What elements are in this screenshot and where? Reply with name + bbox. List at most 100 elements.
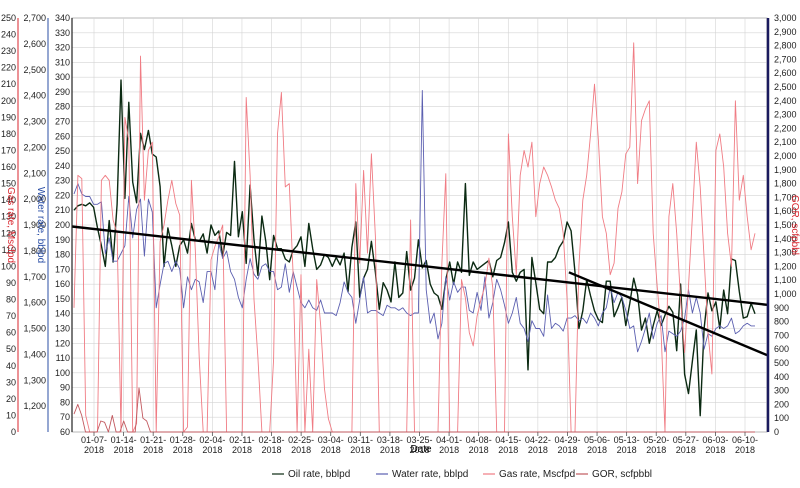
gor-tick-label: 1,200 (774, 261, 797, 271)
oil-tick-label: 310 (55, 57, 70, 67)
oil-tick-label: 160 (55, 279, 70, 289)
legend-label: Oil rate, bblpd (288, 469, 350, 480)
water-tick-label: 1,500 (23, 324, 46, 334)
water-tick-label: 1,800 (23, 246, 46, 256)
gor-tick-label: 2,000 (774, 151, 797, 161)
water-tick-label: 1,200 (23, 401, 46, 411)
x-tick-label: 2018 (735, 445, 755, 455)
gor-tick-label: 2,500 (774, 82, 797, 92)
oil-tick-label: 340 (55, 13, 70, 23)
series-line-5 (568, 271, 768, 357)
water-tick-label: 2,400 (23, 91, 46, 101)
gas-tick-label: 90 (6, 278, 16, 288)
axis-layer: 0 10 20 30 40 50 60 70 80 90 100 110 120 130 140 150 160… (1, 13, 800, 437)
x-tick-label: 2018 (84, 445, 104, 455)
oil-tick-label: 120 (55, 338, 70, 348)
gas-tick-label: 40 (6, 361, 16, 371)
oil-tick-label: 170 (55, 264, 70, 274)
oil-tick-label: 270 (55, 117, 70, 127)
gas-tick-label: 150 (1, 179, 16, 189)
gor-axis-title: GOR, scfpbbl (789, 195, 800, 255)
x-tick-label: 2018 (291, 445, 311, 455)
x-tick-label: 06-10- (732, 435, 758, 445)
gas-tick-label: 200 (1, 96, 16, 106)
legend: Oil rate, bblpd Water rate, bblpd Gas rate… (272, 469, 652, 480)
legend-label: GOR, scfpbbl (592, 469, 652, 480)
gor-tick-label: 800 (774, 317, 789, 327)
water-tick-label: 2,500 (23, 65, 46, 75)
gas-tick-label: 80 (6, 295, 16, 305)
gas-tick-label: 10 (6, 410, 16, 420)
gor-tick-label: 2,700 (774, 54, 797, 64)
x-tick-label: 2018 (676, 445, 696, 455)
water-axis-title: Water rate, bblpd (35, 187, 46, 263)
x-tick-label: 02-18- (259, 435, 285, 445)
gas-tick-label: 160 (1, 162, 16, 172)
gor-tick-label: 1,500 (774, 220, 797, 230)
x-tick-label: 2018 (409, 445, 429, 455)
oil-tick-label: 260 (55, 131, 70, 141)
x-tick-label: 04-01- (436, 435, 462, 445)
x-tick-label: 02-25- (288, 435, 314, 445)
oil-tick-label: 90 (60, 383, 70, 393)
x-tick-label: 2018 (646, 445, 666, 455)
oil-tick-label: 140 (55, 309, 70, 319)
x-tick-label: 02-04- (199, 435, 225, 445)
water-tick-label: 2,700 (23, 13, 46, 23)
x-tick-label: 05-20- (643, 435, 669, 445)
gor-tick-label: 2,800 (774, 41, 797, 51)
x-tick-label: 2018 (587, 445, 607, 455)
gas-tick-label: 100 (1, 261, 16, 271)
plot-background (71, 17, 768, 433)
gor-tick-label: 2,100 (774, 137, 797, 147)
oil-tick-label: 250 (55, 146, 70, 156)
gas-tick-label: 140 (1, 195, 16, 205)
water-tick-label: 1,400 (23, 349, 46, 359)
x-axis: 01-07-201801-14-201801-21-201801-28-2018… (81, 432, 758, 455)
water-tick-label: 1,300 (23, 375, 46, 385)
x-tick-label: 04-22- (525, 435, 551, 445)
series-line-0 (73, 79, 756, 417)
oil-tick-label: 60 (60, 427, 70, 437)
x-tick-label: 2018 (498, 445, 518, 455)
gas-tick-label: 240 (1, 30, 16, 40)
x-tick-label: 2018 (143, 445, 163, 455)
oil-tick-label: 200 (55, 220, 70, 230)
gor-tick-label: 200 (774, 399, 789, 409)
water-tick-label: 2,100 (23, 168, 46, 178)
legend-label: Gas rate, Mscfpd (499, 469, 575, 480)
oil-tick-label: 210 (55, 205, 70, 215)
gor-tick-label: 0 (774, 427, 779, 437)
water-tick-label: 1,600 (23, 298, 46, 308)
gas-tick-label: 230 (1, 46, 16, 56)
gor-tick-label: 2,300 (774, 110, 797, 120)
gor-tick-label: 1,600 (774, 206, 797, 216)
x-tick-label: 06-03- (702, 435, 728, 445)
oil-tick-label: 100 (55, 368, 70, 378)
x-tick-label: 2018 (528, 445, 548, 455)
gas-tick-label: 0 (11, 427, 16, 437)
gas-tick-label: 110 (2, 245, 16, 255)
gas-tick-label: 30 (6, 377, 16, 387)
series-layer (71, 42, 768, 433)
x-tick-label: 04-15- (495, 435, 521, 445)
oil-tick-label: 320 (55, 43, 70, 53)
x-tick-label: 02-11- (229, 435, 254, 445)
gor-tick-label: 2,200 (774, 123, 797, 133)
x-tick-label: 2018 (262, 445, 282, 455)
gor-tick-label: 2,900 (774, 27, 797, 37)
x-tick-label: 03-11- (348, 435, 373, 445)
oil-tick-label: 220 (55, 190, 70, 200)
oil-tick-label: 180 (55, 250, 70, 260)
oil-tick-label: 80 (60, 397, 70, 407)
x-tick-label: 03-18- (377, 435, 403, 445)
oil-tick-label: 110 (56, 353, 70, 363)
gas-tick-label: 180 (1, 129, 16, 139)
gor-tick-label: 700 (774, 330, 789, 340)
x-tick-label: 01-28- (170, 435, 196, 445)
gor-tick-label: 300 (774, 386, 789, 396)
x-tick-label: 2018 (173, 445, 193, 455)
oil-tick-label: 240 (55, 161, 70, 171)
oil-tick-label: 150 (55, 294, 70, 304)
gas-tick-label: 170 (1, 145, 16, 155)
